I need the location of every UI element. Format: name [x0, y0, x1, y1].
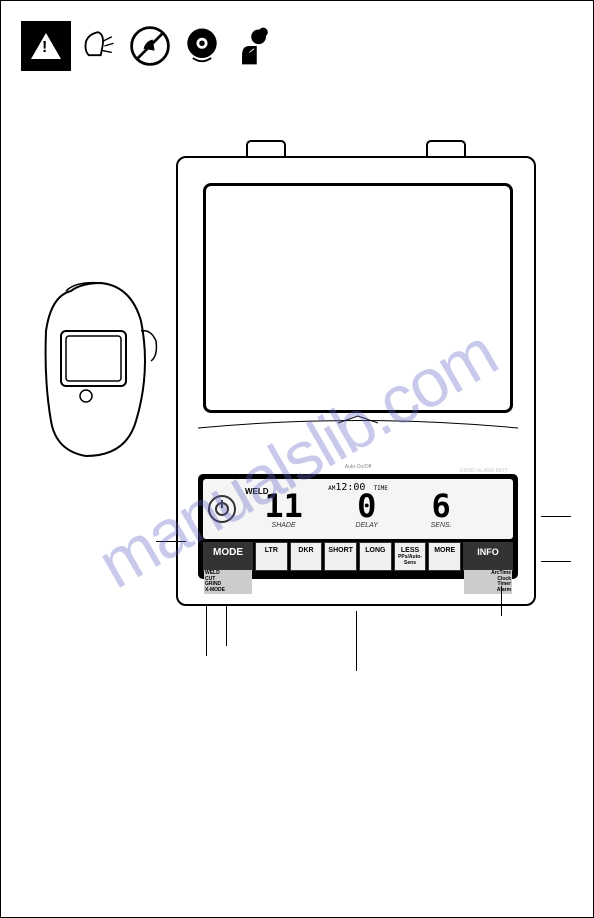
- more-button[interactable]: MORE: [428, 542, 461, 571]
- sens-label: SENS.: [431, 522, 452, 529]
- time-value: 12:00: [335, 482, 365, 493]
- lcd-display: WELD AM12:00 TIME 11 SHADE 0 DELAY 6 SE: [203, 479, 513, 539]
- tab-left: [246, 140, 286, 158]
- delay-display: 0 DELAY: [356, 490, 378, 529]
- less-button[interactable]: LESS PPs/Auto-Sens: [394, 542, 427, 571]
- no-direct-view-icon: [125, 21, 175, 71]
- time-label: TIME: [373, 485, 387, 492]
- delay-value: 0: [356, 490, 378, 522]
- callout-line-6: [226, 606, 227, 646]
- shade-value: 11: [264, 490, 303, 522]
- warning-icon-row: [21, 21, 279, 71]
- info-button-label: INFO: [477, 547, 499, 557]
- mode-button-label: MODE: [213, 547, 243, 558]
- darker-button[interactable]: DKR: [290, 542, 323, 571]
- callout-line-5: [206, 606, 207, 656]
- grind-alarm-label: GRIND ALARM BATT: [460, 468, 508, 474]
- mode-xmode: X-MODE: [205, 588, 251, 594]
- tab-right: [426, 140, 466, 158]
- eye-protection-icon: [177, 21, 227, 71]
- less-button-sublabel: PPs/Auto-Sens: [397, 554, 424, 566]
- warning-triangle-icon: [21, 21, 71, 71]
- welding-helmet-illustration: [36, 271, 166, 461]
- lighter-button[interactable]: LTR: [255, 542, 288, 571]
- sensitivity-display: 6 SENS.: [431, 490, 452, 529]
- page-container: Auto-On/Off GRIND ALARM BATT WELD AM12:0…: [0, 0, 594, 918]
- callout-line-4: [356, 611, 357, 671]
- lens-cartridge-frame: Auto-On/Off GRIND ALARM BATT WELD AM12:0…: [176, 156, 536, 606]
- power-button[interactable]: [208, 495, 236, 523]
- callout-line-3: [501, 586, 502, 616]
- auto-on-label: Auto-On/Off: [345, 464, 372, 470]
- delay-label: DELAY: [356, 522, 378, 529]
- helmet-spark-icon: [73, 21, 123, 71]
- sens-value: 6: [431, 490, 452, 522]
- callout-line-2: [541, 561, 571, 562]
- time-display: AM12:00 TIME: [328, 482, 388, 493]
- control-panel: Auto-On/Off GRIND ALARM BATT WELD AM12:0…: [198, 474, 518, 579]
- viewing-lens: [203, 183, 513, 413]
- callout-line-1: [541, 516, 571, 517]
- less-button-label: LESS: [401, 547, 419, 554]
- long-button[interactable]: LONG: [359, 542, 392, 571]
- info-options: ArcTime Clock Timer Alarm: [464, 570, 512, 594]
- weld-mode-indicator: WELD: [245, 487, 269, 496]
- mode-button[interactable]: MODE WELD CUT GRIND X-MODE: [203, 542, 253, 571]
- device-tabs: [246, 140, 466, 158]
- short-button[interactable]: SHORT: [324, 542, 357, 571]
- fume-warning-icon: [229, 21, 279, 71]
- shade-display: 11 SHADE: [264, 490, 303, 529]
- info-alarm: Alarm: [465, 588, 511, 594]
- power-icon: [215, 502, 229, 516]
- control-button-row: MODE WELD CUT GRIND X-MODE LTR DKR SHORT…: [203, 542, 513, 571]
- info-button[interactable]: INFO ArcTime Clock Timer Alarm: [463, 542, 513, 571]
- mode-options: WELD CUT GRIND X-MODE: [204, 570, 252, 594]
- callout-line-7: [156, 541, 186, 542]
